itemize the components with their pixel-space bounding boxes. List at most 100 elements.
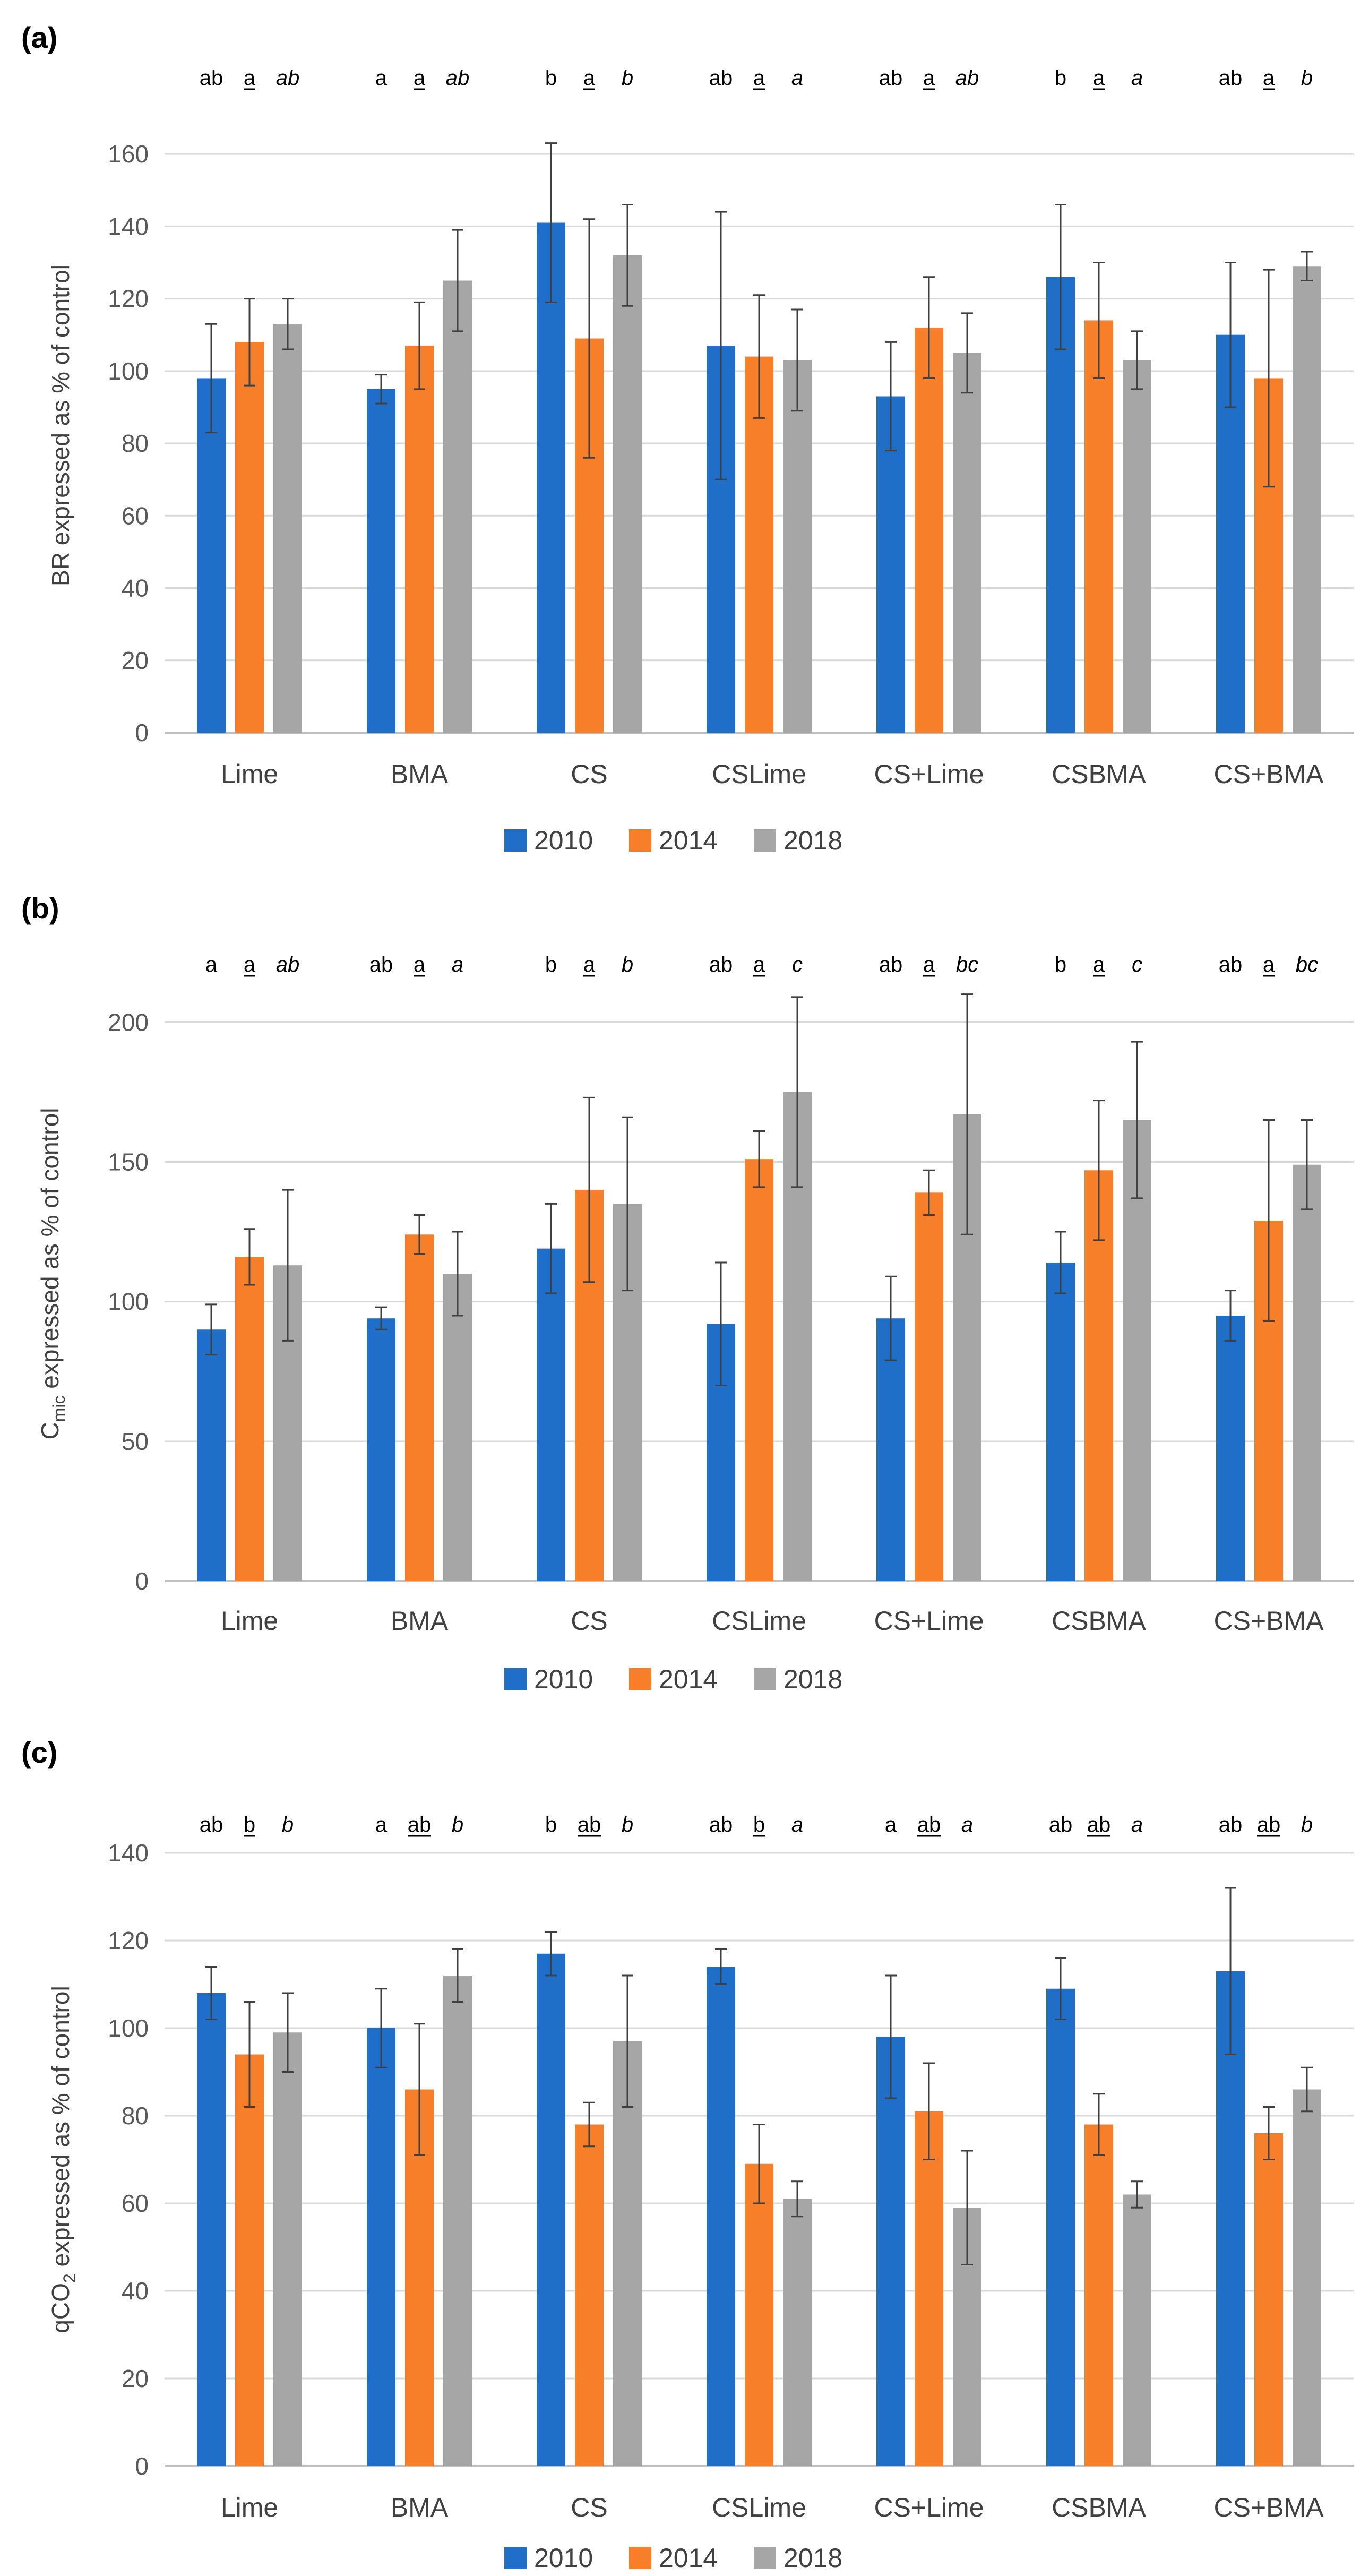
legend-swatch-2010 [504,829,527,852]
bar-2018-1 [443,1976,472,2466]
bar-2010-4 [876,396,905,733]
legend-swatch-2010 [504,1668,527,1690]
bar-2018-6 [1293,1164,1321,1581]
category-label: CS+BMA [1213,2493,1324,2522]
bar-2014-3 [745,356,773,733]
bar-2018-0 [273,324,302,733]
significance-letter: a [244,66,256,90]
significance-letter: ab [200,66,223,90]
category-label: CS [571,1606,607,1636]
significance-letter: ab [1087,1813,1111,1836]
significance-letter: bc [1296,953,1318,976]
bar-2010-4 [876,1318,905,1581]
bar-2010-0 [197,1329,226,1581]
bar-2018-1 [443,280,472,733]
bar-2014-2 [575,2124,604,2466]
bar-2014-0 [235,342,264,733]
significance-letter: b [622,1813,633,1836]
significance-letter: a [1263,66,1275,90]
category-label: BMA [391,2493,449,2522]
y-tick-label: 150 [108,1148,149,1175]
category-label: CSBMA [1052,1606,1146,1636]
bar-2014-3 [745,1159,773,1581]
bar-2010-1 [367,389,395,733]
significance-letter: ab [879,953,903,976]
significance-letter: a [961,1813,973,1836]
category-label: CS+Lime [874,1606,984,1636]
bar-2018-5 [1123,2194,1151,2466]
significance-letter: a [414,66,426,90]
y-tick-label: 0 [135,2452,149,2480]
bar-2010-5 [1046,1988,1075,2466]
category-label: Lime [221,2493,278,2522]
legend-label-2014: 2014 [659,1664,718,1694]
significance-letter: ab [1049,1813,1073,1836]
bar-2010-2 [537,1248,565,1581]
legend-swatch-2018 [754,2547,776,2569]
significance-letter: a [791,1813,803,1836]
legend-label-2018: 2018 [783,1664,842,1694]
significance-letter: ab [1219,1813,1243,1836]
category-label: CS+Lime [874,2493,984,2522]
category-label: CS [571,2493,607,2522]
bar-2010-5 [1046,1262,1075,1581]
significance-letter: a [923,953,935,976]
y-tick-label: 140 [108,212,149,240]
significance-letter: ab [200,1813,223,1836]
bar-2010-0 [197,1993,226,2466]
y-tick-label: 60 [122,502,149,529]
bar-2010-3 [707,1967,735,2466]
category-label: BMA [391,759,449,789]
category-label: CS+BMA [1213,1606,1324,1636]
category-label: CS [571,759,607,789]
significance-letter: b [753,1813,765,1836]
significance-letter: ab [408,1813,432,1836]
legend-label-2014: 2014 [659,826,718,855]
bar-2018-4 [953,353,981,733]
significance-letter: a [244,953,256,976]
legend-swatch-2014 [629,1668,651,1690]
bar-2018-0 [273,2032,302,2466]
y-tick-label: 120 [108,1927,149,1954]
significance-letter: a [885,1813,897,1836]
significance-letter: ab [709,1813,733,1836]
bar-2014-0 [235,1257,264,1581]
category-label: CSLime [712,2493,806,2522]
y-tick-label: 80 [122,2102,149,2130]
significance-letter: ab [1257,1813,1281,1836]
panel-label-c: (c) [21,1736,57,1769]
bar-2014-5 [1084,320,1113,733]
significance-letter: a [753,66,765,90]
bar-2014-4 [915,1192,943,1581]
significance-letter: a [753,953,765,976]
significance-letter: c [792,953,803,976]
bar-2018-6 [1293,266,1321,733]
significance-letter: a [1093,953,1105,976]
bar-2018-3 [783,360,812,733]
significance-letter: a [1263,953,1275,976]
y-tick-label: 40 [122,574,149,602]
significance-letter: a [452,953,463,976]
y-axis-label: BR expressed as % of control [47,264,74,586]
category-label: BMA [391,1606,449,1636]
significance-letter: ab [709,66,733,90]
bar-2014-6 [1254,2133,1283,2466]
y-tick-label: 20 [122,647,149,674]
legend-label-2010: 2010 [534,2543,593,2573]
legend-swatch-2010 [504,2547,527,2569]
y-tick-label: 120 [108,285,149,313]
category-label: CSBMA [1052,2493,1146,2522]
significance-letter: b [545,66,557,90]
bar-2010-2 [537,1953,565,2466]
category-label: CS+BMA [1213,759,1324,789]
y-tick-label: 40 [122,2277,149,2305]
significance-letter: b [545,953,557,976]
significance-letter: ab [955,66,979,90]
significance-letter: a [375,1813,388,1836]
significance-letter: b [244,1813,255,1836]
bar-2010-1 [367,1318,395,1581]
legend-swatch-2014 [629,829,651,852]
bar-2010-2 [537,222,565,733]
bar-2014-0 [235,2054,264,2466]
significance-letter: b [1055,66,1066,90]
